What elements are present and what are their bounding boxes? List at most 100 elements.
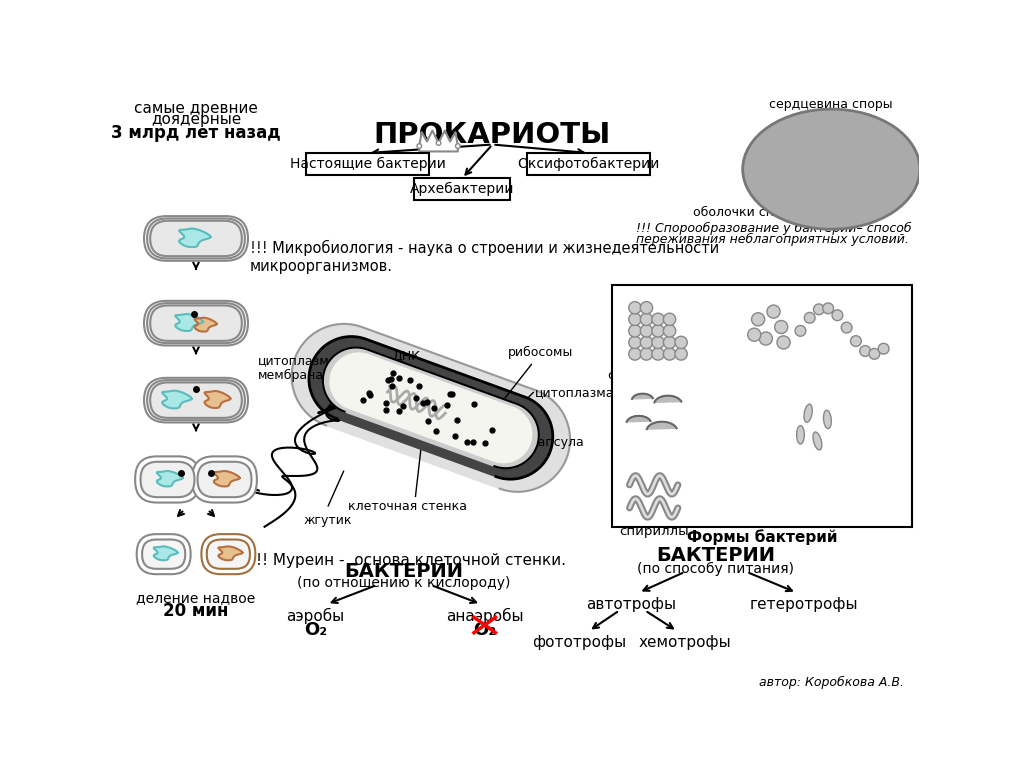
Ellipse shape bbox=[456, 144, 460, 148]
Ellipse shape bbox=[640, 325, 652, 337]
Polygon shape bbox=[175, 314, 203, 331]
FancyBboxPatch shape bbox=[151, 306, 242, 341]
Text: переживания неблагоприятных условий.: переживания неблагоприятных условий. bbox=[637, 233, 909, 247]
Text: стафилококки: стафилококки bbox=[607, 369, 709, 382]
Polygon shape bbox=[195, 318, 217, 332]
Bar bbox=[306, 153, 429, 174]
FancyBboxPatch shape bbox=[137, 534, 190, 574]
Text: аэробы: аэробы bbox=[287, 608, 344, 624]
Text: !!! Муреин -  основа клеточной стенки.: !!! Муреин - основа клеточной стенки. bbox=[250, 553, 566, 568]
Text: БАКТЕРИИ: БАКТЕРИИ bbox=[656, 547, 775, 565]
Text: жгутик: жгутик bbox=[304, 514, 352, 527]
Ellipse shape bbox=[779, 137, 884, 200]
Text: Оксифотобактерии: Оксифотобактерии bbox=[517, 157, 659, 170]
Ellipse shape bbox=[417, 144, 422, 148]
Text: О₂: О₂ bbox=[304, 621, 327, 639]
Ellipse shape bbox=[777, 336, 791, 349]
Ellipse shape bbox=[652, 325, 665, 337]
Ellipse shape bbox=[436, 141, 441, 145]
Ellipse shape bbox=[652, 313, 665, 326]
FancyBboxPatch shape bbox=[144, 378, 248, 422]
Text: деление надвое: деление надвое bbox=[136, 591, 256, 605]
Ellipse shape bbox=[802, 154, 860, 184]
Ellipse shape bbox=[823, 303, 834, 314]
Text: О₂: О₂ bbox=[473, 621, 497, 639]
Text: цитоплазматическая
мембрана: цитоплазматическая мембрана bbox=[258, 354, 397, 382]
Ellipse shape bbox=[664, 325, 676, 337]
Ellipse shape bbox=[748, 328, 761, 341]
Polygon shape bbox=[154, 546, 178, 560]
Ellipse shape bbox=[640, 336, 652, 349]
Text: автор: Коробкова А.В.: автор: Коробкова А.В. bbox=[760, 676, 904, 689]
Ellipse shape bbox=[629, 336, 641, 349]
Text: стрептококки: стрептококки bbox=[802, 369, 899, 382]
Polygon shape bbox=[309, 336, 553, 479]
Text: фототрофы: фототрофы bbox=[532, 635, 627, 650]
Text: 20 мин: 20 мин bbox=[163, 602, 228, 620]
Polygon shape bbox=[292, 324, 570, 492]
Bar bbox=[414, 178, 510, 200]
Bar bbox=[611, 285, 912, 527]
Text: 3 млрд лет назад: 3 млрд лет назад bbox=[112, 124, 281, 143]
Ellipse shape bbox=[664, 336, 676, 349]
Polygon shape bbox=[419, 131, 458, 151]
Text: !!! Спорообразование у бактерий– способ: !!! Спорообразование у бактерий– способ bbox=[637, 221, 912, 234]
Ellipse shape bbox=[869, 349, 880, 359]
FancyBboxPatch shape bbox=[144, 216, 248, 261]
Ellipse shape bbox=[842, 323, 852, 333]
FancyBboxPatch shape bbox=[140, 462, 195, 497]
Text: Архебактерии: Архебактерии bbox=[410, 182, 514, 197]
FancyBboxPatch shape bbox=[135, 456, 200, 502]
Ellipse shape bbox=[775, 320, 787, 333]
Ellipse shape bbox=[640, 348, 652, 360]
Text: ДНК: ДНК bbox=[392, 350, 424, 399]
FancyBboxPatch shape bbox=[144, 301, 248, 346]
Text: анаэробы: анаэробы bbox=[446, 608, 523, 624]
Ellipse shape bbox=[629, 348, 641, 360]
Ellipse shape bbox=[664, 348, 676, 360]
Ellipse shape bbox=[767, 305, 780, 318]
Ellipse shape bbox=[790, 146, 872, 192]
Ellipse shape bbox=[879, 343, 889, 354]
Ellipse shape bbox=[759, 332, 772, 345]
Ellipse shape bbox=[629, 325, 641, 337]
Polygon shape bbox=[162, 391, 191, 409]
Ellipse shape bbox=[804, 313, 815, 323]
Text: самые древние: самые древние bbox=[134, 101, 258, 117]
Ellipse shape bbox=[640, 313, 652, 326]
Text: хемотрофы: хемотрофы bbox=[639, 635, 731, 650]
Ellipse shape bbox=[813, 432, 822, 450]
Ellipse shape bbox=[675, 336, 687, 349]
FancyBboxPatch shape bbox=[202, 534, 255, 574]
Polygon shape bbox=[205, 391, 230, 408]
FancyBboxPatch shape bbox=[151, 382, 242, 418]
Ellipse shape bbox=[804, 404, 812, 422]
Polygon shape bbox=[214, 471, 240, 486]
Polygon shape bbox=[654, 396, 681, 402]
Text: ПРОКАРИОТЫ: ПРОКАРИОТЫ bbox=[374, 121, 611, 150]
Ellipse shape bbox=[675, 348, 687, 360]
Text: (по отношению к кислороду): (по отношению к кислороду) bbox=[297, 576, 511, 590]
Ellipse shape bbox=[664, 313, 676, 326]
Text: Формы бактерий: Формы бактерий bbox=[687, 529, 838, 545]
Text: кокки: кокки bbox=[741, 369, 782, 382]
Text: спириллы: спириллы bbox=[620, 525, 689, 538]
Text: сердцевина споры: сердцевина споры bbox=[769, 98, 893, 111]
Text: !!! Микробиология - наука о строении и жизнедеятельности
микроорганизмов.: !!! Микробиология - наука о строении и ж… bbox=[250, 240, 719, 273]
Polygon shape bbox=[218, 546, 243, 560]
Text: доядерные: доядерные bbox=[151, 112, 241, 127]
Bar bbox=[527, 153, 650, 174]
Text: автотрофы: автотрофы bbox=[586, 597, 676, 611]
Polygon shape bbox=[179, 229, 211, 247]
Ellipse shape bbox=[767, 129, 895, 209]
Text: клеточная стенка: клеточная стенка bbox=[348, 500, 467, 513]
Text: капсула: капсула bbox=[531, 436, 585, 449]
Polygon shape bbox=[632, 394, 653, 399]
Text: оболочки споры: оболочки споры bbox=[693, 206, 800, 219]
Ellipse shape bbox=[755, 119, 908, 219]
Ellipse shape bbox=[629, 302, 641, 314]
Ellipse shape bbox=[652, 348, 665, 360]
Ellipse shape bbox=[752, 313, 765, 326]
Ellipse shape bbox=[823, 410, 831, 429]
FancyBboxPatch shape bbox=[198, 462, 252, 497]
